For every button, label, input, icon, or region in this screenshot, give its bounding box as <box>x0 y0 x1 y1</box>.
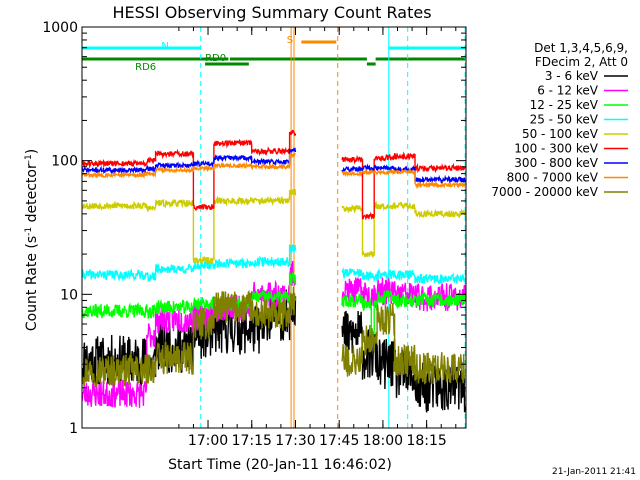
series-line-8 <box>82 286 466 388</box>
x-axis-ticks: 17:00 17:15 17:30 17:45 18:00 18:15 <box>178 27 457 449</box>
series-line-4 <box>82 188 466 266</box>
x-tick-label: 17:15 <box>232 433 272 449</box>
x-axis-label: Start Time (20-Jan-11 16:46:02) <box>168 457 392 473</box>
y-axis-label-exponent: -1 <box>24 154 34 163</box>
y-axis-label-part: ) <box>24 149 40 154</box>
series-line-3 <box>82 244 466 285</box>
y-axis-label-part: Count Rate (s <box>24 236 40 331</box>
y-axis-label: Count Rate (s-1 detector-1) <box>24 149 40 331</box>
plot-frame <box>81 26 467 429</box>
x-tick-label: 18:00 <box>363 433 403 449</box>
legend-entry-label: 25 - 50 keV <box>530 113 599 127</box>
y-axis-label-part: detector <box>24 163 40 227</box>
status-band-label: RD6 <box>135 62 156 73</box>
legend-entry-label: 3 - 6 keV <box>545 69 599 83</box>
y-tick-label: 10 <box>60 287 78 303</box>
status-band-label: N <box>161 41 168 52</box>
legend-entry-label: 7000 - 20000 keV <box>491 185 598 199</box>
series-line-7 <box>82 152 466 190</box>
chart-title: HESSI Observing Summary Count Rates <box>112 3 431 22</box>
y-axis-ticks: 1 10 100 1000 <box>42 20 466 437</box>
series-layer <box>82 129 466 413</box>
y-tick-label: 100 <box>51 154 78 170</box>
legend-entry-label: 800 - 7000 keV <box>507 171 599 185</box>
legend-entry-label: 100 - 300 keV <box>514 142 598 156</box>
x-tick-label: 17:00 <box>188 433 228 449</box>
series-line-2 <box>82 271 466 337</box>
x-tick-label: 17:30 <box>275 433 315 449</box>
legend-entry-label: 50 - 100 keV <box>522 127 599 141</box>
series-line-5 <box>82 129 466 221</box>
legend-header-line: Det 1,3,4,5,6,9, <box>534 41 628 55</box>
x-tick-label: 18:15 <box>406 433 446 449</box>
status-bands: N S RD0 RD6 <box>82 35 466 73</box>
x-tick-label: 17:45 <box>319 433 359 449</box>
legend: Det 1,3,4,5,6,9, FDecim 2, Att 0 3 - 6 k… <box>491 41 628 199</box>
legend-entry-label: 6 - 12 keV <box>537 84 599 98</box>
status-band-label: S <box>287 35 293 46</box>
legend-entry-label: 300 - 800 keV <box>514 156 598 170</box>
status-band-label: RD0 <box>205 53 226 64</box>
y-tick-label: 1 <box>69 421 78 437</box>
y-tick-label: 1000 <box>42 20 78 36</box>
y-axis-label-exponent: -1 <box>24 227 34 236</box>
legend-entry-label: 12 - 25 keV <box>530 98 599 112</box>
legend-header-line: FDecim 2, Att 0 <box>535 55 628 69</box>
footer-timestamp: 21-Jan-2011 21:41 <box>552 467 636 477</box>
